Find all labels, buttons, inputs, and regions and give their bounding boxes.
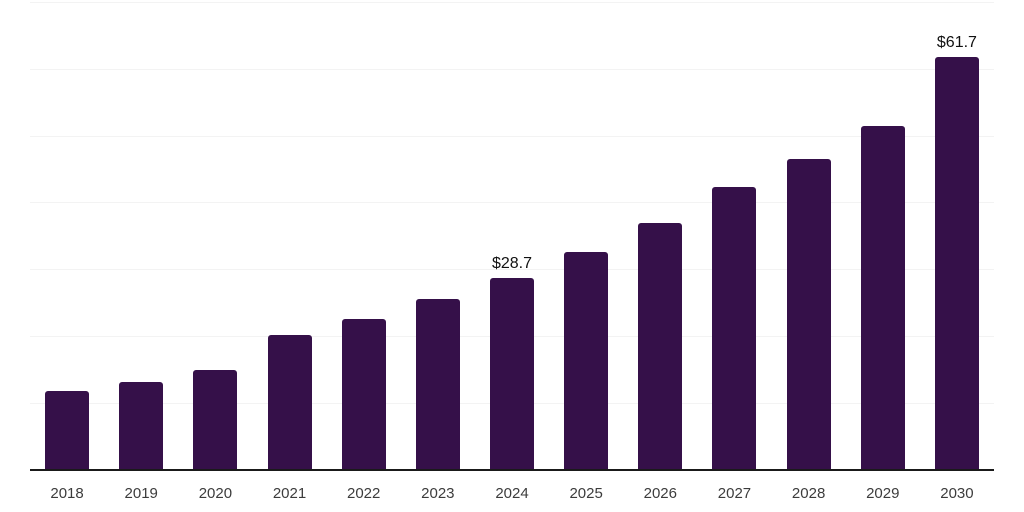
x-axis-line — [30, 469, 994, 471]
value-label-2030: $61.7 — [936, 34, 977, 51]
bar-2018 — [45, 391, 89, 470]
bar-2021 — [268, 335, 312, 470]
gridline-30 — [30, 269, 994, 270]
x-tick-label-2021: 2021 — [272, 485, 307, 502]
bar-2020 — [193, 370, 237, 470]
gridline-70 — [30, 2, 994, 3]
x-tick-label-2019: 2019 — [124, 485, 158, 502]
bar-2030 — [935, 57, 979, 470]
x-tick-label-2022: 2022 — [347, 485, 381, 502]
gridline-50 — [30, 136, 994, 137]
x-tick-label-2028: 2028 — [791, 485, 826, 502]
x-tick-label-2025: 2025 — [569, 485, 603, 502]
bar-2029 — [861, 126, 905, 470]
bar-2024 — [490, 278, 534, 470]
bar-2023 — [416, 299, 460, 470]
bar-2026 — [638, 223, 682, 470]
bar-2027 — [712, 187, 756, 470]
x-tick-label-2024: 2024 — [495, 485, 529, 502]
bar-2028 — [787, 159, 831, 470]
bar-2025 — [564, 252, 608, 470]
x-tick-label-2027: 2027 — [717, 485, 752, 502]
x-tick-label-2020: 2020 — [198, 485, 233, 502]
x-tick-label-2023: 2023 — [421, 485, 455, 502]
x-tick-label-2018: 2018 — [50, 485, 84, 502]
gridline-40 — [30, 202, 994, 203]
x-tick-label-2030: 2030 — [940, 485, 974, 502]
value-label-2024: $28.7 — [491, 255, 533, 272]
x-tick-label-2029: 2029 — [866, 485, 900, 502]
bar-2022 — [342, 319, 386, 470]
bar-2019 — [119, 382, 163, 470]
x-tick-label-2026: 2026 — [643, 485, 677, 502]
gridline-60 — [30, 69, 994, 70]
